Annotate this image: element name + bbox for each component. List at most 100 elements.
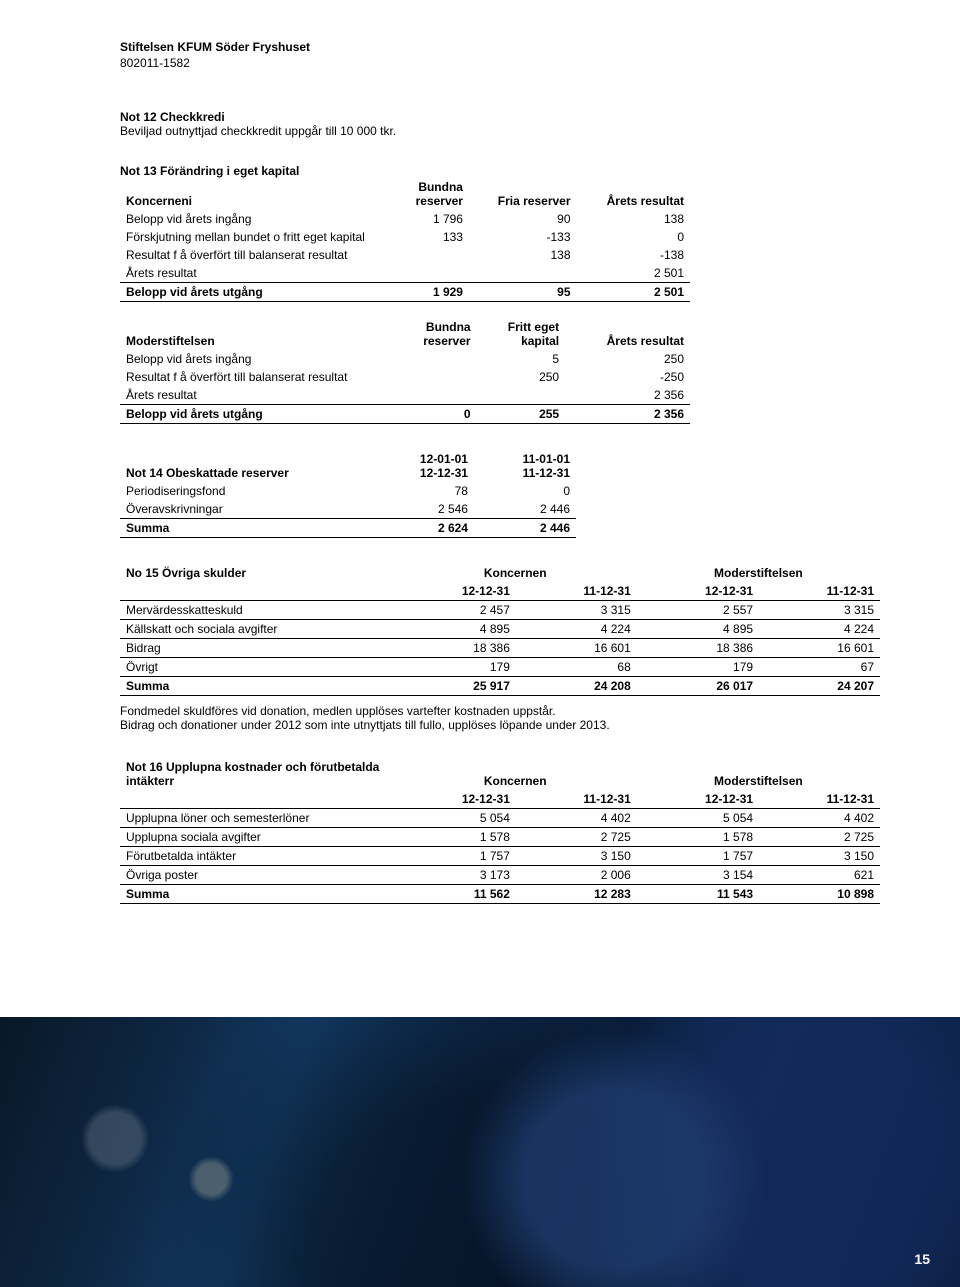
row-label: Överavskrivningar: [120, 500, 371, 519]
cell: [394, 368, 477, 386]
table-row: Källskatt och sociala avgifter 4 895 4 2…: [120, 620, 880, 639]
cell: 3 154: [637, 866, 759, 885]
row-label: Summa: [120, 519, 371, 538]
period-header: 12-12-31: [637, 582, 759, 601]
cell: -250: [565, 368, 690, 386]
cell: 11 543: [637, 885, 759, 904]
cell: -133: [469, 228, 577, 246]
cell: 138: [469, 246, 577, 264]
cell: 4 402: [516, 809, 637, 828]
not15-table: No 15 Övriga skulder Koncernen Moderstif…: [120, 564, 880, 696]
row-label: Upplupna sociala avgifter: [120, 828, 394, 847]
cell: 67: [759, 658, 880, 677]
cell: 5 054: [637, 809, 759, 828]
cell: 4 224: [516, 620, 637, 639]
row-label: Övriga poster: [120, 866, 394, 885]
cell: 255: [477, 405, 566, 424]
col-header: Fria reserver: [469, 178, 577, 210]
total-row: Summa 2 624 2 446: [120, 519, 576, 538]
period-header: 11-12-31: [759, 790, 880, 809]
cell: 1 578: [637, 828, 759, 847]
cell: 12 283: [516, 885, 637, 904]
cell: 621: [759, 866, 880, 885]
cell: 1 757: [394, 847, 516, 866]
cell: 95: [469, 283, 577, 302]
table-row: Upplupna sociala avgifter 1 578 2 725 1 …: [120, 828, 880, 847]
not13-moder-table: Moderstiftelsen Bundnareserver Fritt ege…: [120, 318, 690, 424]
col-header: Fritt egetkapital: [477, 318, 566, 350]
cell: 179: [637, 658, 759, 677]
group-header: Koncernen: [394, 758, 637, 790]
table-row: Mervärdesskatteskuld 2 457 3 315 2 557 3…: [120, 601, 880, 620]
cell: 18 386: [637, 639, 759, 658]
table-row: Förskjutning mellan bundet o fritt eget …: [120, 228, 690, 246]
total-row: Belopp vid årets utgång 0 255 2 356: [120, 405, 690, 424]
row-label: Belopp vid årets utgång: [120, 405, 394, 424]
org-number: 802011-1582: [120, 56, 880, 70]
cell: -138: [577, 246, 690, 264]
row-label: Summa: [120, 885, 394, 904]
row-label: Mervärdesskatteskuld: [120, 601, 394, 620]
total-row: Summa 11 562 12 283 11 543 10 898: [120, 885, 880, 904]
cell: 3 150: [516, 847, 637, 866]
table-row: Årets resultat 2 356: [120, 386, 690, 405]
cell: 2 546: [371, 500, 474, 519]
table-row: Bidrag 18 386 16 601 18 386 16 601: [120, 639, 880, 658]
cell: 16 601: [516, 639, 637, 658]
not15-footnote1: Fondmedel skuldföres vid donation, medle…: [120, 704, 880, 718]
cell: 26 017: [637, 677, 759, 696]
cell: 0: [474, 482, 576, 500]
cell: 0: [577, 228, 690, 246]
period-header: 11-12-31: [759, 582, 880, 601]
col-header: Bundnareserver: [394, 178, 469, 210]
cell: 0: [394, 405, 477, 424]
cell: 2 446: [474, 500, 576, 519]
cell: 2 356: [565, 386, 690, 405]
total-row: Belopp vid årets utgång 1 929 95 2 501: [120, 283, 690, 302]
period-header: 11-12-31: [516, 582, 637, 601]
cell: 1 929: [394, 283, 469, 302]
row-label: Årets resultat: [120, 264, 394, 283]
not12-title: Not 12 Checkkredi: [120, 110, 880, 124]
cell: 2 457: [394, 601, 516, 620]
table-row: Överavskrivningar 2 546 2 446: [120, 500, 576, 519]
row-label: Resultat f å överfört till balanserat re…: [120, 246, 394, 264]
cell: 5: [477, 350, 566, 368]
cell: [394, 350, 477, 368]
cell: 133: [394, 228, 469, 246]
period-header: 12-12-31: [637, 790, 759, 809]
cell: 4 895: [394, 620, 516, 639]
cell: 18 386: [394, 639, 516, 658]
cell: 11 562: [394, 885, 516, 904]
row-label: Bidrag: [120, 639, 394, 658]
row-label: Periodiseringsfond: [120, 482, 371, 500]
row-label: Belopp vid årets ingång: [120, 350, 394, 368]
row-label: Källskatt och sociala avgifter: [120, 620, 394, 639]
cell: [469, 264, 577, 283]
not13-title: Not 13 Förändring i eget kapital: [120, 164, 880, 178]
total-row: Summa 25 917 24 208 26 017 24 207: [120, 677, 880, 696]
cell: 4 895: [637, 620, 759, 639]
not16-title: Not 16 Upplupna kostnader och förutbetal…: [120, 758, 394, 790]
cell: [394, 264, 469, 283]
table-row: Upplupna löner och semesterlöner 5 054 4…: [120, 809, 880, 828]
cell: 16 601: [759, 639, 880, 658]
cell: 2 501: [577, 264, 690, 283]
cell: 2 725: [759, 828, 880, 847]
table-row: Resultat f å överfört till balanserat re…: [120, 368, 690, 386]
cell: 2 557: [637, 601, 759, 620]
not15-footnote2: Bidrag och donationer under 2012 som int…: [120, 718, 880, 732]
cell: 4 224: [759, 620, 880, 639]
org-name: Stiftelsen KFUM Söder Fryshuset: [120, 40, 880, 54]
col-header: Årets resultat: [577, 178, 690, 210]
cell: 3 150: [759, 847, 880, 866]
cell: 2 501: [577, 283, 690, 302]
cell: 250: [565, 350, 690, 368]
table-row: Årets resultat 2 501: [120, 264, 690, 283]
period-header: 12-12-31: [394, 582, 516, 601]
cell: 3 173: [394, 866, 516, 885]
cell: 24 207: [759, 677, 880, 696]
period-header: 11-12-31: [516, 790, 637, 809]
row-label: Summa: [120, 677, 394, 696]
row-label: Förskjutning mellan bundet o fritt eget …: [120, 228, 394, 246]
